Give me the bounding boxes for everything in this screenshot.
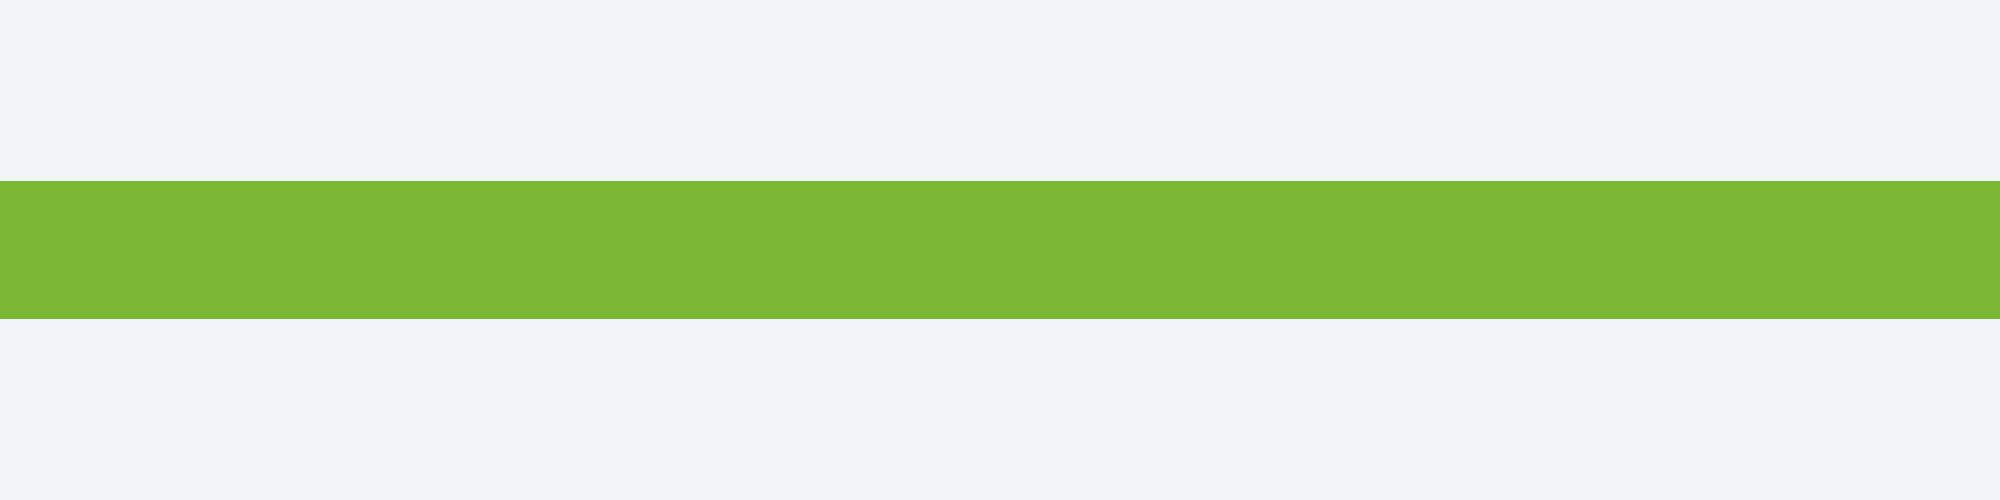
green-band [0,181,2000,319]
